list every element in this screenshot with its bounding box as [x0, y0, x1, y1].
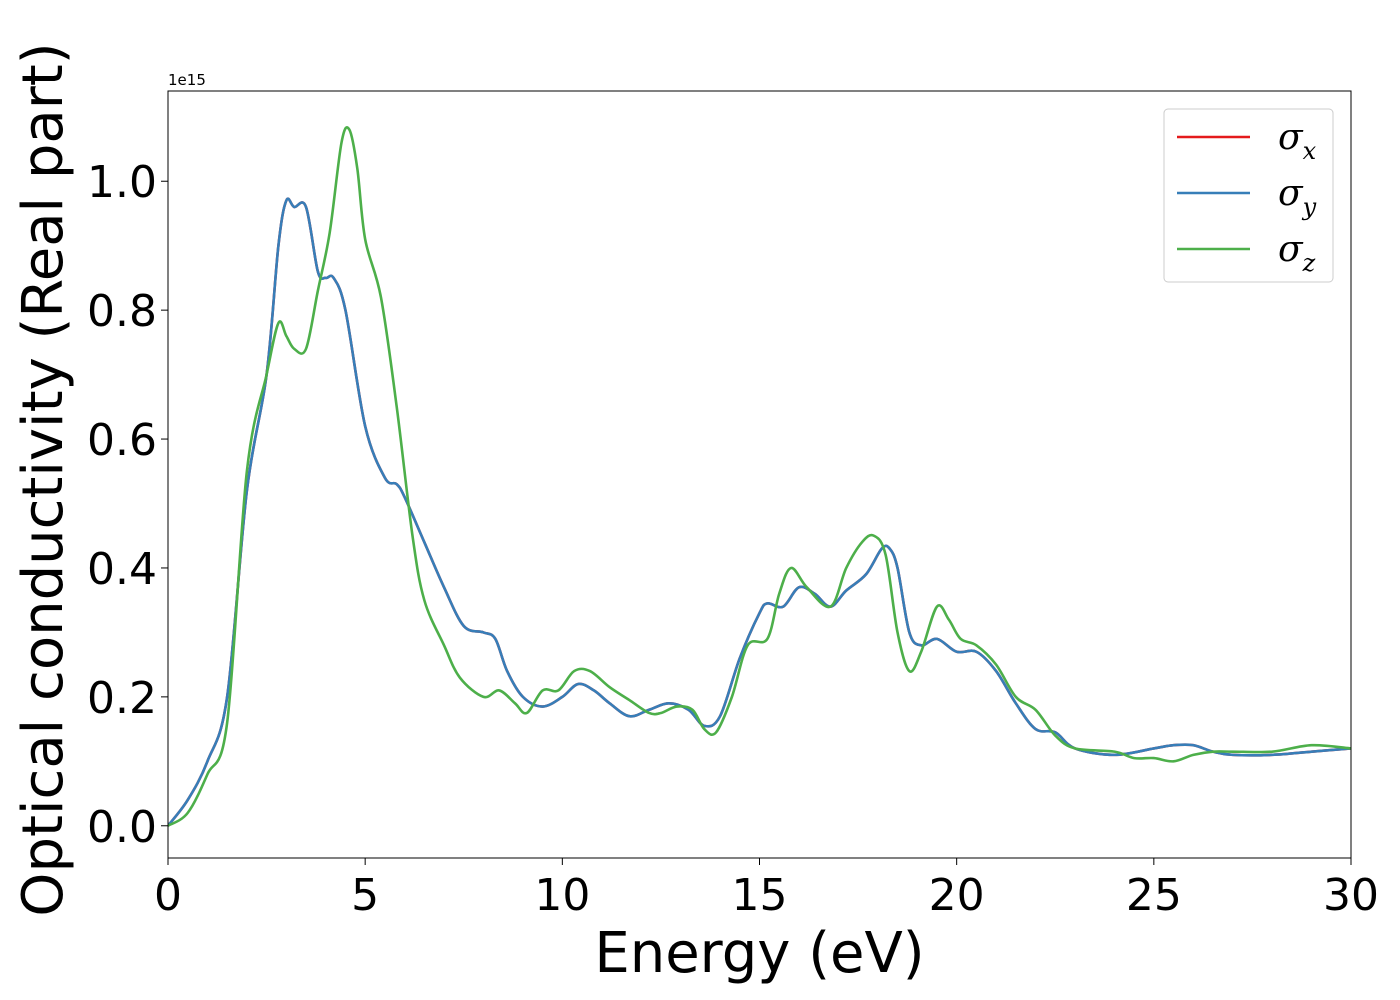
- legend-label-y: σy: [1278, 173, 1317, 221]
- y-tick-label: 1.0: [87, 157, 157, 208]
- legend-label-x: σx: [1278, 117, 1317, 165]
- series-line-y: [168, 197, 1351, 827]
- x-tick-label: 20: [929, 870, 985, 921]
- legend-symbol: σ: [1278, 173, 1304, 214]
- plot-lines: [168, 126, 1351, 827]
- y-axis-ticks: 0.0 0.2 0.4 0.6 0.8 1.0: [87, 157, 168, 853]
- x-tick-label: 0: [154, 870, 182, 921]
- x-tick-label: 25: [1126, 870, 1182, 921]
- legend-box: [1163, 108, 1334, 283]
- y-tick-label: 0.2: [87, 673, 157, 724]
- legend-symbol: σ: [1278, 117, 1304, 158]
- y-axis-offset-label: 1e15: [168, 71, 206, 89]
- legend-label-z: σz: [1278, 229, 1316, 277]
- y-tick-label: 0.6: [87, 415, 157, 466]
- series-line-z: [168, 126, 1351, 827]
- x-axis-ticks: 0 5 10 15 20 25 30: [154, 858, 1379, 921]
- legend-symbol: σ: [1278, 229, 1304, 270]
- x-axis-label: Energy (eV): [594, 921, 924, 986]
- series-line-x: [168, 197, 1351, 827]
- x-tick-label: 30: [1323, 870, 1379, 921]
- legend-subscript: y: [1302, 193, 1317, 221]
- x-tick-label: 10: [534, 870, 590, 921]
- legend-subscript: z: [1302, 249, 1316, 277]
- y-tick-label: 0.4: [87, 544, 157, 595]
- y-tick-label: 0.8: [87, 286, 157, 337]
- y-axis-label: Optical conductivity (Real part): [11, 42, 76, 916]
- x-tick-label: 5: [351, 870, 379, 921]
- y-tick-label: 0.0: [87, 802, 157, 853]
- legend-subscript: x: [1303, 137, 1317, 165]
- x-tick-label: 15: [732, 870, 788, 921]
